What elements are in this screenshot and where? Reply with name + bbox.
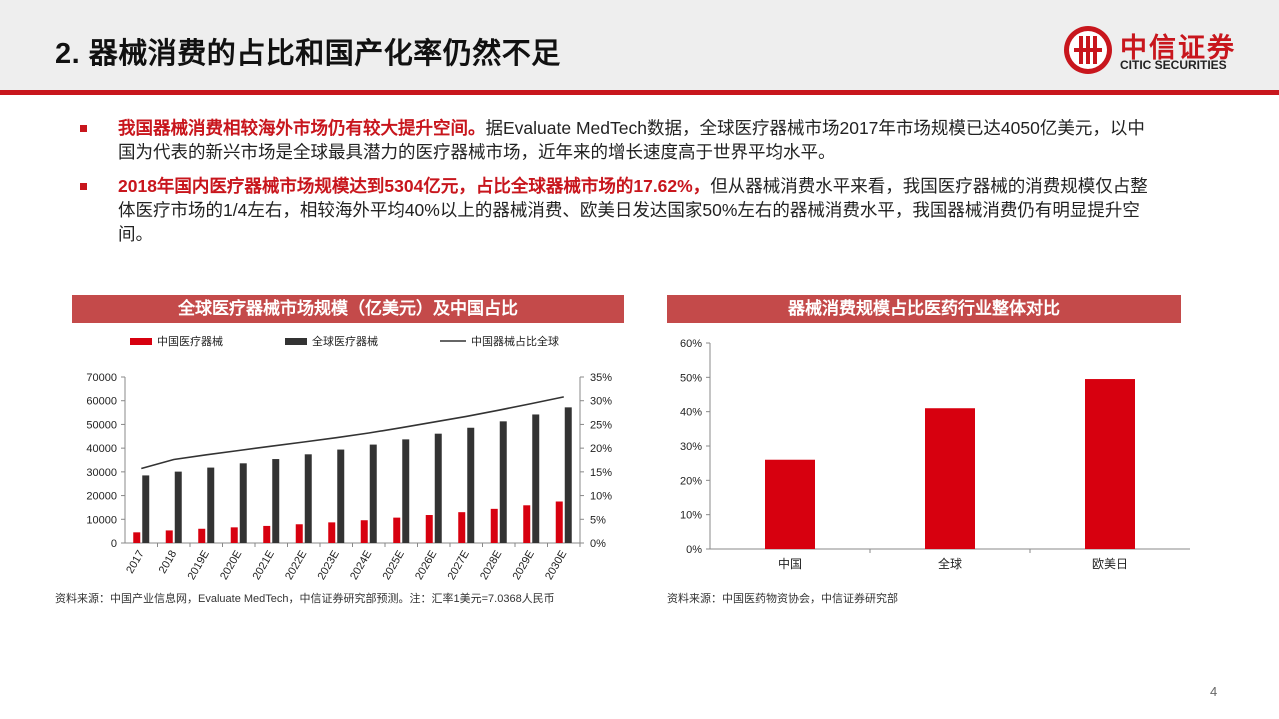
y-tick-label: 30% — [680, 441, 702, 453]
market-size-chart: 中国医疗器械 全球医疗器械 中国器械占比全球 0 10000 20000 30000 4000… — [86, 334, 612, 583]
bar-global — [434, 433, 442, 543]
y-tick-label-right: 30% — [590, 396, 612, 408]
bar-china — [165, 530, 173, 543]
source-note-1: 资料来源：中国产业信息网，Evaluate MedTech，中信证券研究部预测。… — [55, 593, 555, 605]
y-tick-label: 60% — [680, 338, 702, 350]
bar-china — [490, 508, 498, 543]
legend-label: 中国器械占比全球 — [471, 334, 559, 348]
y-tick-label-left: 20000 — [86, 491, 117, 503]
legend-swatch — [285, 338, 307, 345]
x-tick-label: 2027E — [446, 549, 472, 583]
x-tick-label: 2026E — [413, 549, 439, 583]
header-divider — [0, 90, 1279, 95]
source-note-2: 资料来源：中国医药物资协会，中信证券研究部 — [667, 593, 898, 605]
bar — [925, 408, 975, 549]
y-tick-label-right: 20% — [590, 443, 612, 455]
x-tick-label: 2018 — [157, 549, 180, 576]
bar-global — [304, 454, 312, 543]
x-tick-label: 2017 — [124, 549, 147, 576]
x-tick-label: 2019E — [186, 549, 212, 583]
bar-global — [142, 475, 150, 543]
bar-global — [337, 449, 345, 543]
y-tick-label-left: 40000 — [86, 443, 117, 455]
bullet-item: 我国器械消费相较海外市场仍有较大提升空间。据Evaluate MedTech数据… — [80, 116, 1150, 164]
x-tick-label: 2029E — [511, 549, 537, 583]
bar-china — [295, 524, 303, 543]
bar — [765, 459, 815, 549]
citic-emblem-icon — [1064, 26, 1112, 74]
x-tick-label: 2021E — [251, 549, 277, 583]
x-tick-label: 2023E — [316, 549, 342, 583]
x-tick-label: 2024E — [348, 549, 374, 583]
x-tick-label: 2030E — [543, 549, 569, 583]
y-tick-label-left: 30000 — [86, 467, 117, 479]
logo-en: CITIC SECURITIES — [1120, 58, 1227, 72]
bar — [1085, 379, 1135, 549]
bar-china — [230, 527, 238, 543]
y-tick-label-left: 70000 — [86, 372, 117, 384]
chart2-title: 器械消费规模占比医药行业整体对比 — [667, 295, 1181, 323]
x-tick-label: 2020E — [218, 549, 244, 583]
bar-global — [402, 439, 410, 543]
bar-global — [207, 467, 215, 543]
page-number: 4 — [1210, 684, 1218, 699]
y-tick-label-right: 10% — [590, 491, 612, 503]
bar-global — [467, 427, 475, 543]
bullet-square-icon — [80, 183, 87, 190]
bar-china — [425, 515, 433, 543]
legend-swatch — [130, 338, 152, 345]
x-tick-label: 全球 — [938, 556, 962, 571]
bar-china — [360, 520, 368, 543]
bar-global — [369, 444, 377, 543]
bullet-text: 但从器械消费水平来看，我国医疗器械的消费规模仅占整体医疗市场的1/4左右，相较海… — [118, 176, 1148, 244]
x-tick-label: 2025E — [381, 549, 407, 583]
bar-china — [555, 501, 563, 543]
bar-china — [263, 525, 271, 543]
bullet-highlight: 2018年国内医疗器械市场规模达到5304亿元，占比全球器械市场的17.62%， — [118, 176, 711, 196]
y-tick-label-left: 0 — [111, 538, 117, 550]
x-tick-label: 欧美日 — [1092, 557, 1128, 571]
y-tick-label: 40% — [680, 407, 702, 419]
x-tick-label: 2022E — [283, 549, 309, 583]
y-tick-label: 20% — [680, 475, 702, 487]
bar-china — [458, 512, 466, 543]
y-tick-label: 50% — [680, 372, 702, 384]
bullet-item: 2018年国内医疗器械市场规模达到5304亿元，占比全球器械市场的17.62%，… — [80, 174, 1150, 246]
share-comparison-chart: 0% 10% 20% 30% 40% 50% 60% 中国 全球 欧美日 — [680, 338, 1190, 571]
page-title: 2. 器械消费的占比和国产化率仍然不足 — [55, 38, 561, 70]
bar-china — [523, 505, 531, 543]
legend-label: 全球医疗器械 — [312, 334, 378, 348]
y-tick-label-right: 35% — [590, 372, 612, 384]
chart1-title: 全球医疗器械市场规模（亿美元）及中国占比 — [72, 295, 624, 323]
y-tick-label-left: 10000 — [86, 514, 117, 526]
bar-china — [328, 522, 336, 543]
bar-china — [198, 528, 206, 543]
y-tick-label-right: 0% — [590, 538, 606, 550]
bar-china — [133, 532, 141, 543]
y-tick-label-right: 25% — [590, 419, 612, 431]
bullet-highlight: 我国器械消费相较海外市场仍有较大提升空间。 — [118, 118, 486, 138]
line-china-share — [141, 396, 564, 470]
y-tick-label: 10% — [680, 510, 702, 522]
bar-global — [239, 463, 247, 543]
bar-global — [532, 414, 540, 543]
x-tick-label: 2028E — [478, 549, 504, 583]
y-tick-label-right: 15% — [590, 467, 612, 479]
logo-cn: 中信证券 — [1120, 33, 1236, 63]
bullet-list: 我国器械消费相较海外市场仍有较大提升空间。据Evaluate MedTech数据… — [80, 116, 1150, 256]
bar-global — [272, 459, 280, 543]
y-tick-label-right: 5% — [590, 514, 606, 526]
y-tick-label: 0% — [686, 544, 702, 556]
x-tick-label: 中国 — [778, 556, 802, 571]
y-tick-label-left: 60000 — [86, 396, 117, 408]
bar-global — [174, 471, 182, 543]
bullet-square-icon — [80, 125, 87, 132]
bar-global — [499, 421, 507, 543]
citic-logo: 中信证券 CITIC SECURITIES — [1062, 24, 1262, 76]
bar-china — [393, 517, 401, 543]
bullet-text: 据Evaluate MedTech数据，全球医疗器械市场2017年市场规模已达4… — [118, 118, 1145, 162]
bar-global — [564, 407, 572, 543]
legend-label: 中国医疗器械 — [157, 334, 223, 348]
y-tick-label-left: 50000 — [86, 419, 117, 431]
